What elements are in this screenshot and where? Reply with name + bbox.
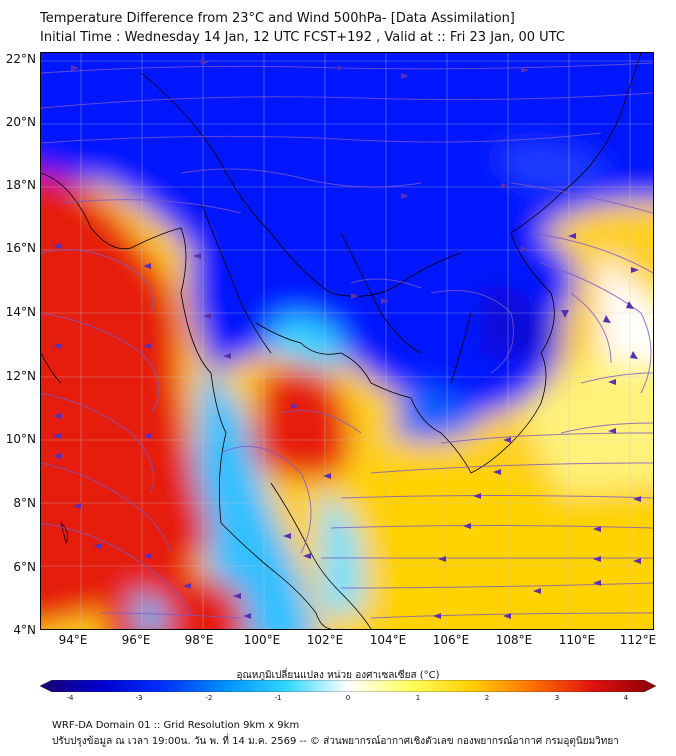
lon-label-112e: 112°E: [619, 633, 657, 647]
map-canvas: [41, 53, 653, 629]
coastlines: [41, 53, 642, 629]
colorbar-tick: 2: [484, 694, 490, 702]
lat-label-12n: 12°N: [5, 369, 36, 383]
lon-label-98e: 98°E: [184, 633, 214, 647]
colorbar-tick: 3: [554, 694, 560, 702]
lon-label-110e: 110°E: [558, 633, 596, 647]
lat-label-18n: 18°N: [5, 178, 36, 192]
lat-label-4n: 4°N: [13, 623, 36, 637]
lat-label-20n: 20°N: [5, 115, 36, 129]
lon-label-94e: 94°E: [58, 633, 88, 647]
lat-label-16n: 16°N: [5, 241, 36, 255]
map-subtitle: Initial Time : Wednesday 14 Jan, 12 UTC …: [40, 30, 565, 45]
temperature-field: [41, 53, 653, 629]
lon-label-100e: 100°E: [243, 633, 281, 647]
footer-credit: ปรับปรุงข้อมูล ณ เวลา 19:00น. วัน พ. ที่…: [52, 736, 619, 747]
colorbar-title: อุณหภูมิเปลี่ยนแปลง หน่วย องศาเซลเซียส (…: [236, 670, 440, 681]
wind-streamlines: [41, 62, 653, 619]
lat-label-6n: 6°N: [13, 560, 36, 574]
lat-label-14n: 14°N: [5, 305, 36, 319]
colorbar-tick: -1: [274, 694, 282, 702]
temperature-map: [40, 52, 654, 630]
lon-label-108e: 108°E: [495, 633, 533, 647]
lat-label-8n: 8°N: [13, 496, 36, 510]
colorbar-tick: 0: [345, 694, 351, 702]
colorbar-tick: -4: [66, 694, 74, 702]
lat-label-10n: 10°N: [5, 432, 36, 446]
lon-label-96e: 96°E: [121, 633, 151, 647]
lat-label-22n: 22°N: [5, 52, 36, 66]
colorbar: [40, 680, 656, 692]
colorbar-tick: 4: [623, 694, 629, 702]
lon-label-106e: 106°E: [432, 633, 470, 647]
wind-arrowheads: [53, 59, 641, 619]
lon-label-102e: 102°E: [306, 633, 344, 647]
footer-model-info: WRF-DA Domain 01 :: Grid Resolution 9km …: [52, 720, 300, 731]
map-title: Temperature Difference from 23°C and Win…: [40, 11, 515, 26]
colorbar-tick: 1: [415, 694, 421, 702]
lon-label-104e: 104°E: [369, 633, 407, 647]
colorbar-tick: -2: [205, 694, 213, 702]
colorbar-tick: -3: [135, 694, 143, 702]
